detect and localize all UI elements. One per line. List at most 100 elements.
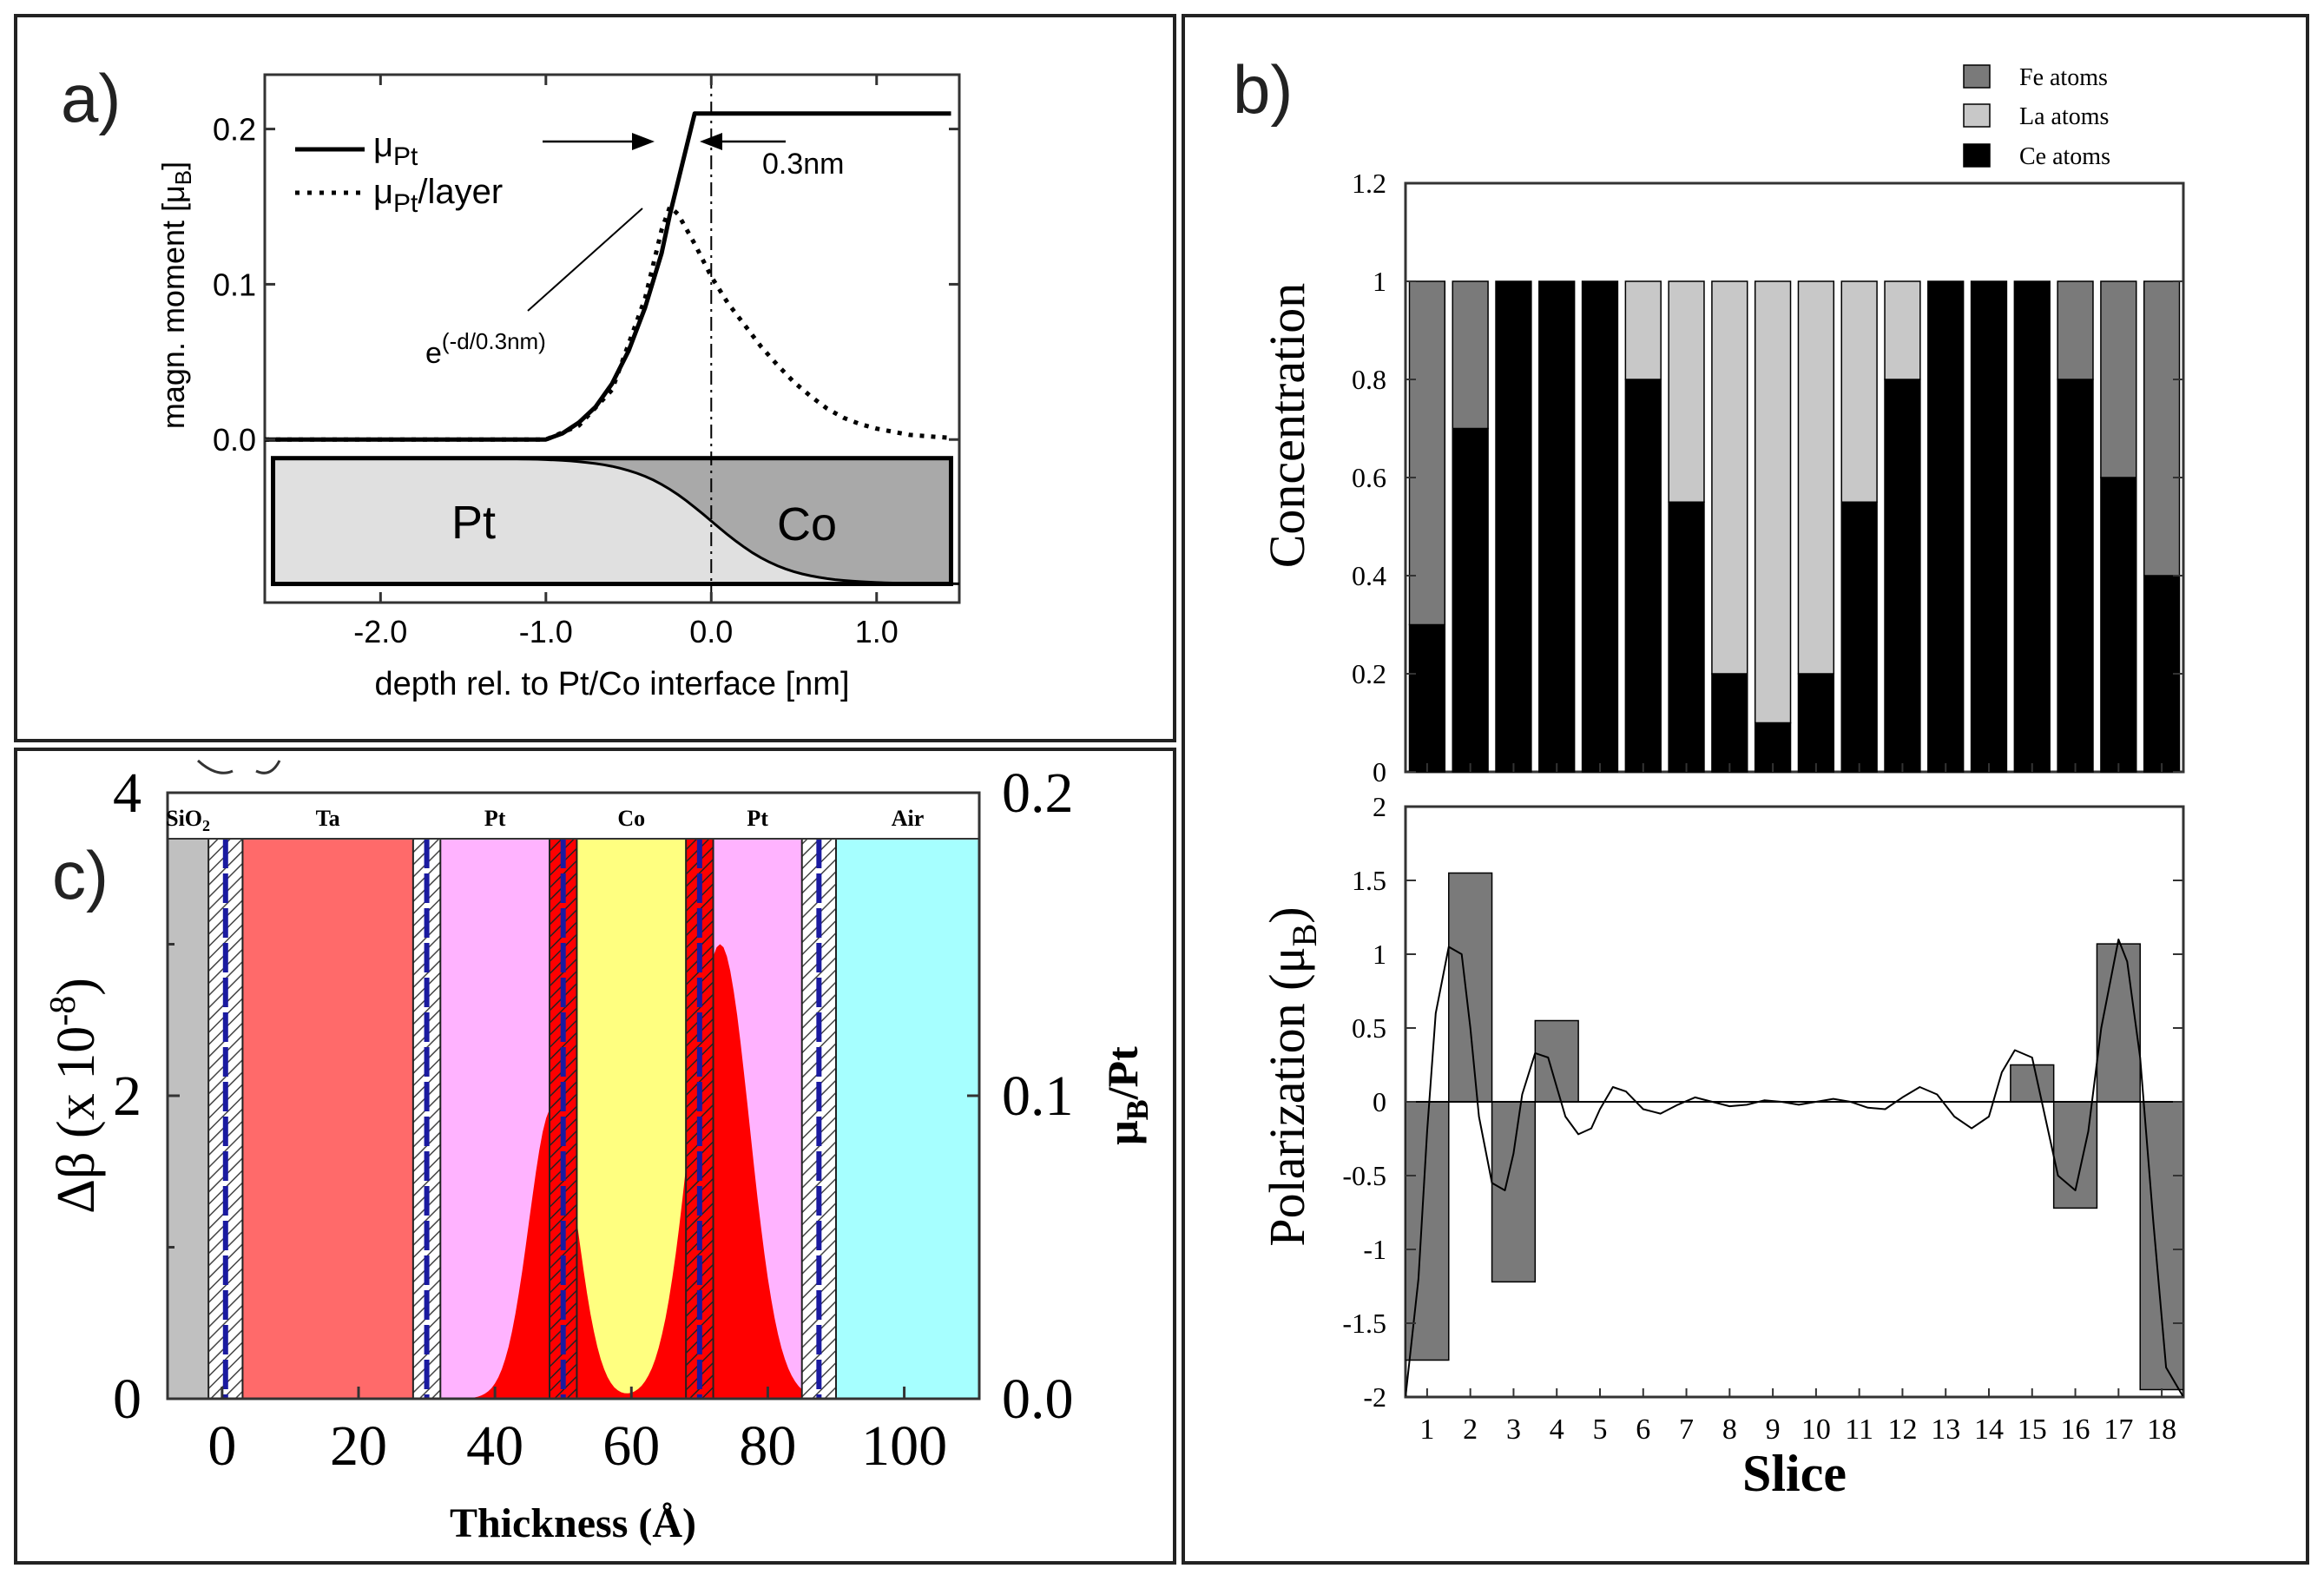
- ce-bar: [1927, 280, 1965, 773]
- exp-annotation: e(-d/0.3nm): [425, 208, 643, 370]
- width-label: 0.3nm: [762, 148, 845, 181]
- polarization-bar: [2010, 1064, 2055, 1103]
- width-annotation: 0.3nm: [543, 133, 845, 181]
- panel-a-legend: μPt μPt/layer: [295, 126, 503, 218]
- panel-a-regions: [271, 75, 959, 603]
- x-tick-label: 10: [1801, 1414, 1831, 1446]
- panel-a-curves: [265, 111, 951, 442]
- x-tick-label: 4: [1550, 1414, 1564, 1446]
- x-tick-label: 40: [466, 1414, 523, 1478]
- panel-a-xlabel: depth rel. to Pt/Co interface [nm]: [374, 666, 849, 702]
- y-tick-label: -2: [1363, 1381, 1386, 1413]
- polarization-bar: [1491, 1101, 1537, 1283]
- y-tick-label: 0.1: [213, 267, 256, 302]
- la-bar: [1668, 280, 1705, 503]
- y-tick-label: -1.5: [1342, 1308, 1386, 1339]
- legend-mu-pt-layer: μPt/layer: [373, 173, 503, 218]
- ce-bar: [1884, 379, 1921, 773]
- panel-c-xlabel: Thickness (Å): [450, 1500, 696, 1546]
- panel-c-axes: 0 20 40 60 80 100 0 2 4 0.0 0.1 0.2: [113, 761, 1074, 1478]
- fe-bar: [2143, 280, 2181, 577]
- layer-co: [576, 839, 687, 1399]
- y-tick-label: 4: [113, 761, 142, 825]
- la-bar: [1624, 280, 1662, 380]
- panel-b-top-ylabel: Concentration: [1259, 283, 1315, 569]
- x-tick-label: 18: [2147, 1414, 2176, 1446]
- legend-swatch-fe: [1963, 64, 1991, 89]
- panel-a-ylabel: magn. moment [μB]: [155, 161, 196, 429]
- panel-b-label: b): [1233, 51, 1293, 128]
- x-tick-label: 15: [2018, 1414, 2047, 1446]
- panel-b-frame: [1182, 14, 2309, 1565]
- ce-bar: [2057, 379, 2094, 773]
- x-tick-label: -2.0: [353, 614, 407, 649]
- ce-bar: [1970, 280, 2008, 773]
- x-tick-label: 9: [1766, 1414, 1781, 1446]
- polarization-bar: [1448, 872, 1493, 1103]
- panel-c: c) SiO2 Ta Pt Co Pt Air 0 20 40 60 80 100 0 2 4 0.0 0.1…: [43, 759, 1155, 1546]
- legend-fe: Fe atoms: [2019, 64, 2108, 91]
- y-tick-label: 0: [113, 1367, 142, 1431]
- panel-a-axes: -2.0 -1.0 0.0 1.0 0.0 0.1 0.2: [213, 75, 959, 649]
- x-tick-label: -1.0: [519, 614, 573, 649]
- x-tick-label: 80: [739, 1414, 796, 1478]
- layer-label-pt: Pt: [484, 806, 506, 831]
- panel-c-label: c): [52, 837, 109, 913]
- polarization-axes: -2-1.5-1-0.500.511.521 2 3 4 5 6 7 8 9 10 11 12 13 14…: [1342, 791, 2183, 1446]
- x-tick-label: 6: [1636, 1414, 1650, 1446]
- polarization-bar: [2096, 943, 2141, 1103]
- panel-c-frame: [14, 748, 1176, 1565]
- mu-pt-line: [265, 111, 951, 442]
- panel-a-frame: [14, 14, 1176, 742]
- panel-b-xlabel: Slice: [1742, 1445, 1847, 1502]
- ce-bar: [1711, 673, 1748, 773]
- y-tick-label: 0.8: [1352, 364, 1386, 395]
- ce-bar: [2013, 280, 2051, 773]
- x-tick-label: 17: [2103, 1414, 2133, 1446]
- ce-bar: [1452, 427, 1489, 773]
- layer-label-ta: Ta: [316, 806, 340, 831]
- legend-swatch-la: [1963, 103, 1991, 128]
- y-tick-label: 0.0: [213, 422, 256, 458]
- la-bar: [1711, 280, 1748, 675]
- x-tick-label: 7: [1679, 1414, 1694, 1446]
- panel-a: a) -2.0 -1.0 0.0 1.0 0.0 0.1 0.2 μPt μPt/layer…: [61, 60, 961, 702]
- layer-stack: [168, 839, 979, 1399]
- x-tick-label: 8: [1722, 1414, 1737, 1446]
- x-tick-label: 20: [330, 1414, 387, 1478]
- layer-label-co: Co: [617, 806, 645, 831]
- layer-air: [836, 839, 979, 1399]
- fe-bar: [2057, 280, 2094, 380]
- y-tick-label: 1.5: [1352, 865, 1386, 896]
- region-label-co: Co: [777, 498, 837, 550]
- polarization-curve: [1406, 939, 2183, 1397]
- y-tick-label: -0.5: [1342, 1160, 1386, 1191]
- la-bar: [1840, 280, 1878, 503]
- ce-bar: [1624, 379, 1662, 773]
- x-tick-label: 0.0: [689, 614, 733, 649]
- y-tick-label: 2: [1373, 791, 1386, 822]
- layer-box: [271, 456, 953, 587]
- y-tick-label: -1: [1363, 1234, 1386, 1265]
- y-tick-label: 0.5: [1352, 1012, 1386, 1044]
- x-tick-label: 3: [1506, 1414, 1521, 1446]
- x-tick-label: 100: [861, 1414, 947, 1478]
- y-tick-label: 0: [1373, 756, 1386, 788]
- co-region: [463, 458, 959, 584]
- concentration-bars: [1408, 280, 2181, 773]
- layer-label-air: Air: [892, 806, 925, 831]
- layer-label-sio2: SiO2: [166, 806, 210, 834]
- layer-sio2: [168, 839, 209, 1399]
- header-bracket-mark: [196, 759, 281, 774]
- ce-bar: [1840, 501, 1878, 773]
- panel-b: b) Fe atoms La atoms Ce atoms 0 0.2 0.4 0.6…: [1233, 51, 2185, 1502]
- x-tick-label: 60: [602, 1414, 660, 1478]
- x-tick-label: 14: [1974, 1414, 2004, 1446]
- x-tick-label: 12: [1887, 1414, 1917, 1446]
- layer-labels: SiO2 Ta Pt Co Pt Air: [166, 806, 924, 834]
- y-tick-label: 0.2: [213, 112, 256, 148]
- x-tick-label: 5: [1593, 1414, 1608, 1446]
- ce-bar: [1797, 673, 1835, 773]
- x-tick-label: 0: [207, 1414, 236, 1478]
